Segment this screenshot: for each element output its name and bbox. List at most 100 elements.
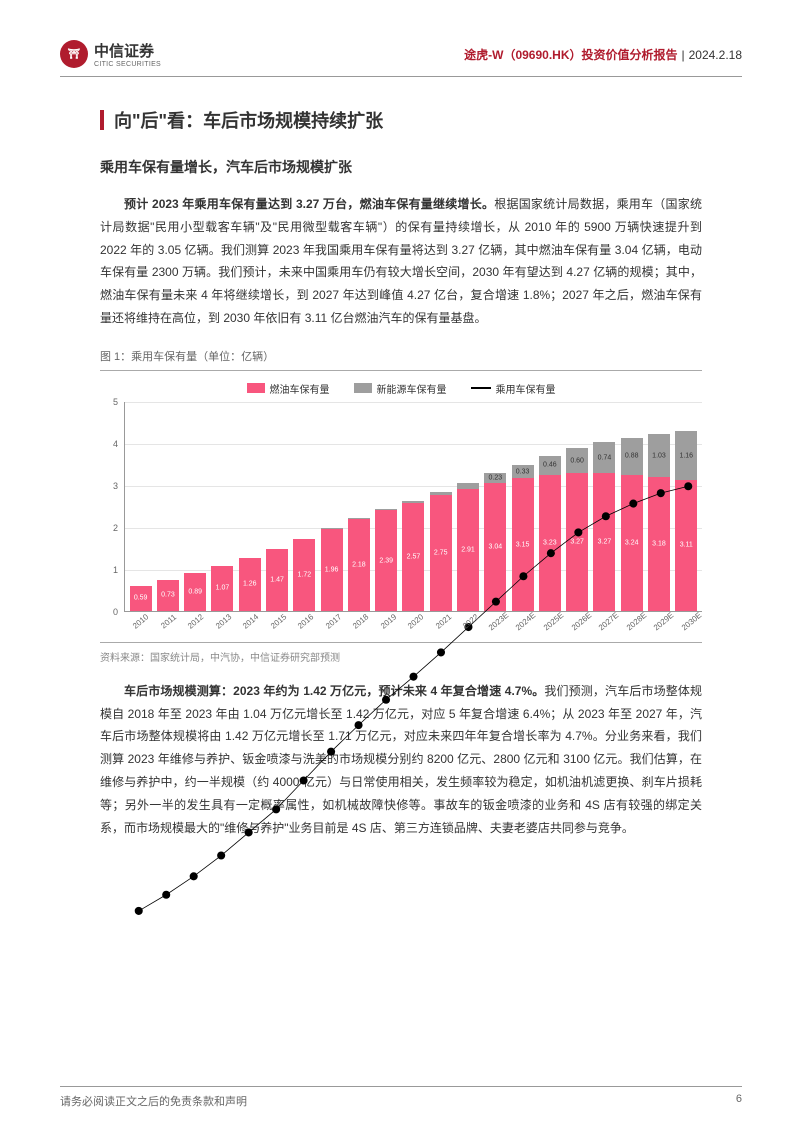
bar-stack: 3.27 0.74 bbox=[593, 442, 615, 610]
bar-stack: 3.18 1.03 bbox=[648, 434, 670, 611]
bar-stack: 0.89 bbox=[184, 573, 206, 610]
header-date: 2024.2.18 bbox=[689, 48, 742, 62]
header-sep: | bbox=[681, 48, 684, 62]
bar-nev bbox=[402, 501, 424, 503]
bar-column: 4.013.270.74 bbox=[592, 442, 617, 610]
bar-fuel: 1.07 bbox=[211, 566, 233, 611]
bar-fuel-label: 3.27 bbox=[598, 539, 612, 546]
bar-fuel-label: 1.26 bbox=[243, 581, 257, 588]
bar-fuel-label: 3.24 bbox=[625, 539, 639, 546]
bar-nev bbox=[430, 492, 452, 495]
bar-stack: 1.26 bbox=[239, 558, 261, 611]
legend-line-swatch bbox=[471, 387, 491, 389]
x-tick-label: 2014 bbox=[237, 609, 268, 639]
bar-fuel-label: 3.18 bbox=[652, 541, 666, 548]
bar-nev-label: 0.33 bbox=[516, 468, 530, 475]
bar-stack: 0.73 bbox=[157, 580, 179, 611]
y-tick: 3 bbox=[113, 481, 118, 491]
bar-nev bbox=[375, 509, 397, 510]
bar-fuel-label: 3.15 bbox=[516, 541, 530, 548]
bar-column: 3.273.040.23 bbox=[483, 473, 508, 610]
bar-fuel: 0.89 bbox=[184, 573, 206, 610]
bar-fuel: 1.96 bbox=[321, 528, 343, 610]
bar-stack: 3.15 0.33 bbox=[512, 465, 534, 611]
bar-nev-label: 1.03 bbox=[652, 452, 666, 459]
bar-stack: 0.59 bbox=[130, 586, 152, 611]
x-tick-label: 2018 bbox=[347, 609, 378, 639]
legend-nev: 新能源车保有量 bbox=[354, 381, 447, 396]
bar-fuel: 2.91 bbox=[457, 489, 479, 611]
section-title: 向"后"看：车后市场规模持续扩张 bbox=[100, 107, 742, 133]
bar-fuel-label: 2.18 bbox=[352, 562, 366, 569]
bar-fuel: 3.24 bbox=[621, 475, 643, 611]
bar-fuel-label: 1.07 bbox=[216, 585, 230, 592]
x-tick-label: 2016 bbox=[292, 609, 323, 639]
bar-stack: 3.04 0.23 bbox=[484, 473, 506, 610]
page-header: ⛩ 中信证券 CITIC SECURITIES 途虎-W（09690.HK）投资… bbox=[60, 40, 742, 77]
y-tick: 4 bbox=[113, 439, 118, 449]
bar-column: 3.873.270.60 bbox=[565, 448, 590, 611]
x-tick-label: 2021 bbox=[430, 609, 461, 639]
x-tick-label: 2026E bbox=[568, 609, 599, 639]
bar-fuel: 2.75 bbox=[430, 495, 452, 611]
bar-column: 0.890.89 bbox=[183, 573, 208, 610]
bar-stack: 3.11 1.16 bbox=[675, 431, 697, 610]
legend-nev-swatch bbox=[354, 383, 372, 393]
bar-fuel-label: 1.96 bbox=[325, 566, 339, 573]
logo-icon: ⛩ bbox=[60, 40, 88, 68]
x-tick-label: 2012 bbox=[182, 609, 213, 639]
bar-fuel-label: 2.75 bbox=[434, 550, 448, 557]
bar-column: 1.071.07 bbox=[210, 566, 235, 611]
x-axis-labels: 2010201120122013201420152016201720182019… bbox=[124, 614, 702, 634]
bar-fuel: 0.73 bbox=[157, 580, 179, 611]
x-tick-label: 2011 bbox=[155, 609, 186, 639]
y-tick: 2 bbox=[113, 523, 118, 533]
footer-disclaimer: 请务必阅读正文之后的免责条款和声明 bbox=[60, 1093, 247, 1109]
bar-column: 1.271.26 bbox=[237, 558, 262, 611]
legend-total-label: 乘用车保有量 bbox=[496, 381, 556, 396]
bar-column: 2.832.75 bbox=[428, 492, 453, 611]
bar-fuel-label: 0.59 bbox=[134, 595, 148, 602]
bar-fuel: 2.18 bbox=[348, 519, 370, 611]
logo-text: 中信证券 bbox=[94, 40, 161, 61]
bar-nev: 1.16 bbox=[675, 431, 697, 480]
bar-fuel-label: 3.23 bbox=[543, 539, 557, 546]
legend-fuel-swatch bbox=[247, 383, 265, 393]
y-axis: 012345 bbox=[100, 402, 120, 612]
bar-nev-label: 0.60 bbox=[570, 457, 584, 464]
bar-nev: 0.88 bbox=[621, 438, 643, 475]
para2-bold: 车后市场规模测算：2023 年约为 1.42 万亿元，预计未来 4 年复合增速 … bbox=[124, 684, 544, 698]
bars-group: 0.590.590.730.730.890.891.071.071.271.26… bbox=[125, 402, 702, 611]
y-tick: 0 bbox=[113, 607, 118, 617]
legend-fuel-label: 燃油车保有量 bbox=[270, 381, 330, 396]
bar-fuel-label: 1.72 bbox=[298, 571, 312, 578]
x-tick-label: 2013 bbox=[210, 609, 241, 639]
bar-fuel-label: 3.11 bbox=[680, 542, 693, 549]
bar-fuel: 3.23 bbox=[539, 475, 561, 611]
chart-container: 燃油车保有量 新能源车保有量 乘用车保有量 012345 0.590.590.7… bbox=[100, 370, 702, 643]
bar-column: 2.422.39 bbox=[374, 509, 399, 611]
bar-column: 4.213.181.03 bbox=[646, 434, 671, 611]
bar-column: 1.971.96 bbox=[319, 528, 344, 611]
bar-stack: 1.72 bbox=[293, 539, 315, 611]
bar-fuel: 3.27 bbox=[566, 473, 588, 610]
bar-fuel-label: 0.73 bbox=[161, 592, 175, 599]
bar-nev: 0.74 bbox=[593, 442, 615, 473]
figure-caption: 图 1：乘用车保有量（单位：亿辆） bbox=[100, 348, 702, 364]
bar-stack: 1.47 bbox=[266, 549, 288, 611]
logo-block: ⛩ 中信证券 CITIC SECURITIES bbox=[60, 40, 161, 68]
header-right: 途虎-W（09690.HK）投资价值分析报告 | 2024.2.18 bbox=[464, 46, 742, 63]
subsection-title: 乘用车保有量增长，汽车后市场规模扩张 bbox=[100, 157, 742, 177]
bar-fuel-label: 0.89 bbox=[188, 589, 202, 596]
bar-fuel: 2.39 bbox=[375, 510, 397, 610]
chart-area: 012345 0.590.590.730.730.890.891.071.071… bbox=[100, 402, 702, 632]
bar-fuel-label: 3.04 bbox=[488, 543, 502, 550]
bar-fuel: 3.18 bbox=[648, 477, 670, 611]
bar-nev: 0.23 bbox=[484, 473, 506, 483]
bar-column: 4.123.240.88 bbox=[619, 438, 644, 611]
x-tick-label: 2023E bbox=[485, 609, 516, 639]
bar-stack: 1.07 bbox=[211, 566, 233, 611]
para1-rest: 根据国家统计局数据，乘用车（国家统计局数据"民用小型载客车辆"及"民用微型载客车… bbox=[100, 197, 702, 325]
x-tick-label: 2030E bbox=[678, 609, 709, 639]
bar-nev-label: 0.88 bbox=[625, 453, 639, 460]
